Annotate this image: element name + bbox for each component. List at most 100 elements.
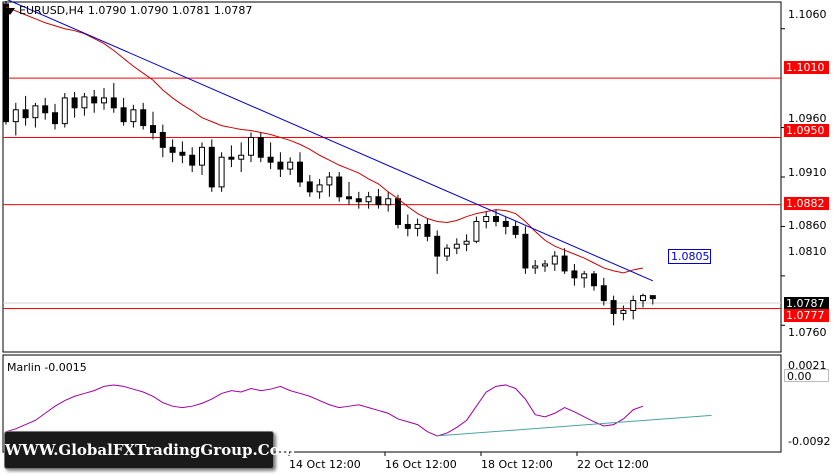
horizontal-levels[interactable] [3,77,781,309]
candle-body [532,265,539,269]
candle-body [610,300,617,314]
level-tag: 1.0882 [784,197,829,210]
candle-body [375,196,382,206]
candle-body [542,263,548,267]
level-tag: 1.1010 [784,61,829,74]
candle-body [561,255,568,272]
candle-body [218,156,225,188]
candle-body [61,97,68,125]
time-tick: 14 Oct 12:00 [289,458,361,471]
chart-title: EURUSD,H4 1.0790 1.0790 1.0781 1.0787 [5,4,252,17]
level-tag: 1.0777 [784,309,829,322]
candle-body [3,3,9,123]
candle-body [150,125,156,134]
candle-body [257,136,264,158]
red-moving-average [5,6,644,274]
candle-body [130,109,137,123]
candle-body [581,273,588,279]
price-tick: 1.0810 [788,245,827,258]
candle-body [649,295,656,300]
candle-body [159,132,166,148]
candle-body [463,240,470,245]
price-tick: 1.0760 [788,326,827,339]
candle-body [32,105,39,119]
candle-body [179,151,186,156]
symbol-timeframe: EURUSD,H4 [19,4,84,17]
candlestick-series [3,1,656,326]
indicator-tick: -0.0092 [788,435,831,448]
marlin-oscillator-line [5,384,644,437]
candle-body [238,154,245,160]
time-tick: 22 Oct 12:00 [577,458,649,471]
ohlc-values: 1.0790 1.0790 1.0781 1.0787 [87,4,253,17]
candle-body [404,223,411,229]
candle-body [140,109,147,127]
current-price-tag: 1.0787 [784,297,829,310]
candle-body [52,112,58,125]
price-tick: 1.0860 [788,219,827,232]
candle-body [444,247,450,257]
candle-body [620,309,627,314]
candle-body [571,270,578,279]
candle-body [326,176,333,186]
candle-body [189,154,196,166]
candle-body [306,181,313,193]
candle-body [630,300,637,311]
candle-body [101,97,107,104]
candle-body [199,146,205,166]
indicator-label: Marlin -0.0015 [7,361,87,374]
candle-body [336,176,343,198]
candle-body [277,161,284,170]
candle-body [551,255,558,265]
candle-body [473,220,480,242]
candle-body [453,243,460,249]
candle-body [42,105,49,114]
candle-body [591,273,597,287]
indicator-value-tag: 0.00 [784,369,829,383]
candle-body [522,233,529,269]
time-tick: 16 Oct 12:00 [385,458,457,471]
candle-body [502,220,509,227]
candle-body [12,109,19,123]
price-tick: 1.1060 [788,8,827,21]
candle-body [424,223,431,237]
candle-body [297,161,303,183]
candle-body [346,196,352,200]
candle-body [414,223,421,229]
candle-body [493,216,499,222]
candle-body [91,96,98,104]
candle-body [365,196,372,203]
candle-body [267,156,274,163]
candle-body [512,225,519,235]
dropdown-triangle-icon[interactable] [5,8,15,15]
candle-body [395,198,401,225]
candle-body [71,97,78,109]
candle-body [434,235,441,257]
ma-value-label[interactable]: 1.0805 [668,249,711,264]
indicator-tick: 0.0021 [788,359,827,372]
candle-body [228,156,235,160]
candle-body [110,97,117,109]
price-panel [2,1,782,353]
level-tag: 1.0950 [784,124,829,137]
candle-body [169,146,176,153]
candle-body [355,198,362,203]
candle-body [120,107,127,123]
candle-body [483,216,490,222]
candle-body [208,146,215,188]
price-tick: 1.0910 [788,166,827,179]
candle-body [600,285,607,302]
candle-body [22,109,29,119]
candle-body [640,295,646,302]
candle-body [385,198,392,206]
time-tick: 18 Oct 12:00 [481,458,553,471]
blue-moving-average [6,0,653,282]
axis-ticks [288,28,785,456]
watermark-logo: WWW.GlobalFXTradingGroup.Com [4,431,296,469]
candle-body [81,96,88,109]
candle-body [287,161,294,170]
oscillator-trendline[interactable] [437,414,712,437]
candle-body [248,136,254,156]
candle-body [316,184,323,193]
